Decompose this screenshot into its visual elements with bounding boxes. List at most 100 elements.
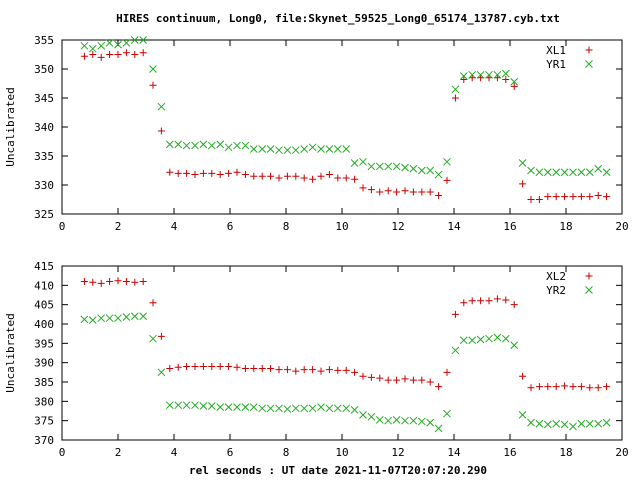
data-point-yr2: [182, 401, 191, 410]
data-point-yr2: [157, 368, 166, 377]
data-point-yr1: [350, 159, 359, 167]
data-point-yr1: [552, 168, 561, 177]
y-tick-label: 325: [34, 208, 54, 221]
data-point-yr1: [207, 141, 216, 150]
data-point-xl1: [199, 169, 207, 177]
data-point-yr2: [308, 404, 317, 413]
data-point-yr2: [88, 316, 97, 324]
data-point-yr2: [510, 341, 519, 350]
data-point-xl1: [502, 75, 510, 83]
data-point-xl2: [393, 376, 401, 384]
data-point-yr2: [207, 402, 216, 410]
data-point-yr2: [392, 416, 401, 424]
data-point-xl1: [325, 171, 333, 179]
data-point-xl2: [451, 310, 459, 318]
data-point-yr2: [443, 409, 451, 418]
data-point-yr2: [552, 419, 561, 428]
data-point-xl1: [594, 191, 602, 199]
data-point-xl1: [131, 51, 139, 58]
data-point-xl1: [510, 82, 518, 90]
data-point-yr1: [543, 168, 552, 177]
data-point-yr1: [585, 168, 594, 177]
data-point-yr2: [233, 403, 241, 411]
data-point-xl1: [451, 94, 459, 102]
data-point-yr2: [199, 402, 208, 410]
data-point-yr2: [325, 404, 334, 413]
data-point-yr1: [426, 166, 435, 175]
data-point-xl2: [122, 277, 130, 285]
data-point-xl2: [493, 295, 501, 303]
data-point-xl2: [384, 376, 392, 384]
y-tick-label: 340: [34, 121, 54, 134]
data-point-yr1: [409, 164, 418, 173]
y-tick-label: 345: [34, 92, 54, 105]
data-point-yr1: [275, 146, 283, 155]
data-point-yr2: [105, 314, 114, 323]
data-point-xl1: [122, 49, 130, 57]
y-axis-label: Uncalibrated: [4, 87, 17, 166]
data-point-xl1: [216, 171, 224, 179]
data-point-yr2: [493, 333, 502, 342]
data-point-yr1: [233, 141, 241, 150]
data-point-yr2: [241, 403, 250, 411]
data-point-yr1: [560, 168, 569, 177]
y-tick-label: 385: [34, 376, 54, 389]
data-point-yr1: [367, 162, 376, 171]
x-tick-label: 18: [559, 220, 572, 233]
x-tick-label: 20: [615, 446, 628, 459]
data-point-xl2: [426, 378, 434, 386]
data-point-xl2: [443, 368, 451, 376]
data-point-xl2: [544, 383, 552, 391]
data-point-xl1: [409, 188, 417, 196]
data-point-xl2: [552, 383, 560, 391]
data-point-yr1: [501, 69, 510, 78]
y-tick-label: 410: [34, 279, 54, 292]
data-point-xl1: [561, 193, 569, 201]
data-point-yr2: [258, 404, 267, 413]
data-point-yr1: [451, 85, 460, 94]
data-point-xl2: [325, 366, 333, 374]
data-point-yr2: [569, 422, 577, 431]
data-point-xl2: [367, 373, 375, 381]
data-point-xl2: [577, 383, 585, 391]
data-point-xl1: [233, 168, 241, 176]
y-tick-label: 380: [34, 395, 54, 408]
data-point-xl1: [401, 187, 409, 195]
data-point-yr2: [317, 403, 325, 411]
data-point-xl2: [359, 372, 367, 380]
x-tick-label: 12: [391, 446, 404, 459]
data-point-xl2: [241, 364, 249, 372]
data-point-xl2: [342, 366, 350, 374]
data-point-xl1: [114, 51, 122, 58]
x-tick-label: 16: [503, 446, 516, 459]
data-point-xl2: [97, 279, 105, 287]
data-point-xl1: [106, 51, 114, 58]
data-point-yr1: [80, 41, 89, 50]
x-tick-label: 14: [447, 220, 461, 233]
data-point-yr2: [130, 312, 139, 321]
data-point-yr1: [97, 41, 106, 50]
legend-label: YR2: [546, 284, 566, 297]
data-point-xl2: [174, 363, 182, 371]
data-point-yr1: [122, 39, 131, 47]
x-tick-label: 18: [559, 446, 572, 459]
data-point-xl2: [401, 375, 409, 383]
data-point-yr2: [266, 404, 275, 413]
data-point-yr1: [325, 145, 334, 153]
x-tick-label: 0: [59, 220, 66, 233]
data-point-xl2: [460, 299, 468, 307]
data-point-yr2: [594, 419, 603, 428]
x-tick-label: 20: [615, 220, 628, 233]
data-point-yr1: [105, 39, 114, 47]
data-point-yr1: [577, 168, 586, 177]
data-point-xl1: [275, 174, 283, 182]
data-point-xl1: [317, 172, 325, 180]
data-point-xl2: [292, 367, 300, 375]
data-point-xl2: [267, 364, 275, 372]
data-point-xl2: [317, 367, 325, 375]
data-point-xl1: [225, 169, 233, 177]
data-point-xl1: [569, 193, 577, 201]
legend-marker: [585, 286, 593, 294]
data-point-xl1: [393, 188, 401, 196]
data-point-xl2: [485, 297, 493, 305]
